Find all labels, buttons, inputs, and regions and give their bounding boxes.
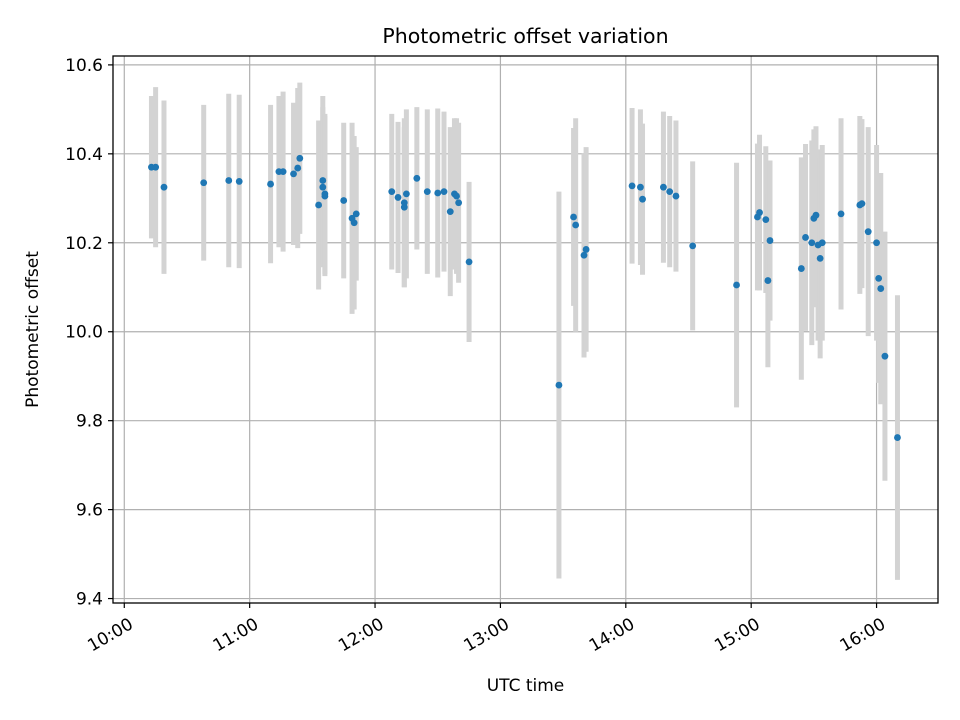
plot-frame [112, 55, 939, 604]
data-point [873, 239, 880, 247]
data-point [434, 189, 442, 197]
data-point [818, 239, 826, 247]
chart-title: Photometric offset variation [382, 24, 668, 48]
data-point [465, 258, 473, 266]
data-point [572, 221, 580, 229]
data-point [764, 277, 772, 284]
data-point [455, 199, 463, 207]
data-point [290, 170, 297, 178]
data-point [582, 246, 590, 253]
data-point [881, 352, 889, 360]
data-point [689, 242, 697, 250]
data-point [666, 188, 674, 196]
y-tick-label: 9.6 [76, 501, 103, 521]
data-point [400, 199, 408, 207]
data-point [894, 434, 901, 441]
data-point [858, 200, 866, 208]
data-point [200, 179, 208, 187]
data-point [440, 188, 448, 196]
data-point [350, 219, 358, 227]
data-point [340, 197, 348, 204]
data-point [319, 183, 327, 191]
y-axis-title: Photometric offset [23, 251, 43, 408]
x-axis-title: UTC time [487, 676, 565, 696]
data-point [160, 183, 168, 191]
data-point [639, 195, 646, 203]
data-point [816, 254, 824, 262]
data-point [672, 192, 680, 200]
data-point [877, 285, 885, 292]
data-point [875, 274, 883, 282]
data-point [413, 174, 421, 182]
data-point [808, 239, 816, 247]
data-point [225, 177, 233, 184]
y-tick-label: 10.4 [65, 145, 103, 165]
data-point [279, 168, 287, 176]
data-point [756, 209, 763, 216]
data-point [837, 210, 845, 218]
data-point [637, 183, 644, 191]
data-point [762, 216, 770, 224]
data-point [423, 188, 431, 196]
data-point [766, 237, 774, 244]
data-point [296, 154, 304, 162]
data-point [446, 208, 454, 216]
y-tick-label: 10.6 [65, 56, 103, 76]
y-tick-label: 10.0 [65, 323, 103, 343]
data-point [315, 201, 323, 209]
data-point [152, 163, 160, 171]
data-point [812, 211, 820, 219]
data-point [628, 182, 636, 190]
data-point [797, 265, 805, 272]
data-point [388, 188, 396, 196]
data-point [294, 164, 302, 172]
data-point [864, 228, 872, 236]
data-point [570, 213, 577, 221]
y-tick-label: 10.2 [65, 234, 103, 254]
data-points [148, 154, 901, 441]
data-point [402, 190, 410, 198]
data-point [802, 234, 809, 241]
data-point [453, 192, 460, 200]
data-point [555, 381, 563, 389]
grid [113, 56, 938, 603]
data-point [733, 281, 740, 289]
data-point [321, 192, 329, 200]
y-tick-label: 9.4 [76, 590, 103, 610]
data-point [352, 210, 360, 218]
data-point [394, 194, 402, 201]
data-point [235, 178, 243, 185]
data-point [267, 180, 274, 188]
y-tick-label: 9.8 [76, 412, 103, 432]
data-point [319, 177, 327, 184]
data-point [660, 183, 667, 191]
data-point [580, 251, 588, 259]
